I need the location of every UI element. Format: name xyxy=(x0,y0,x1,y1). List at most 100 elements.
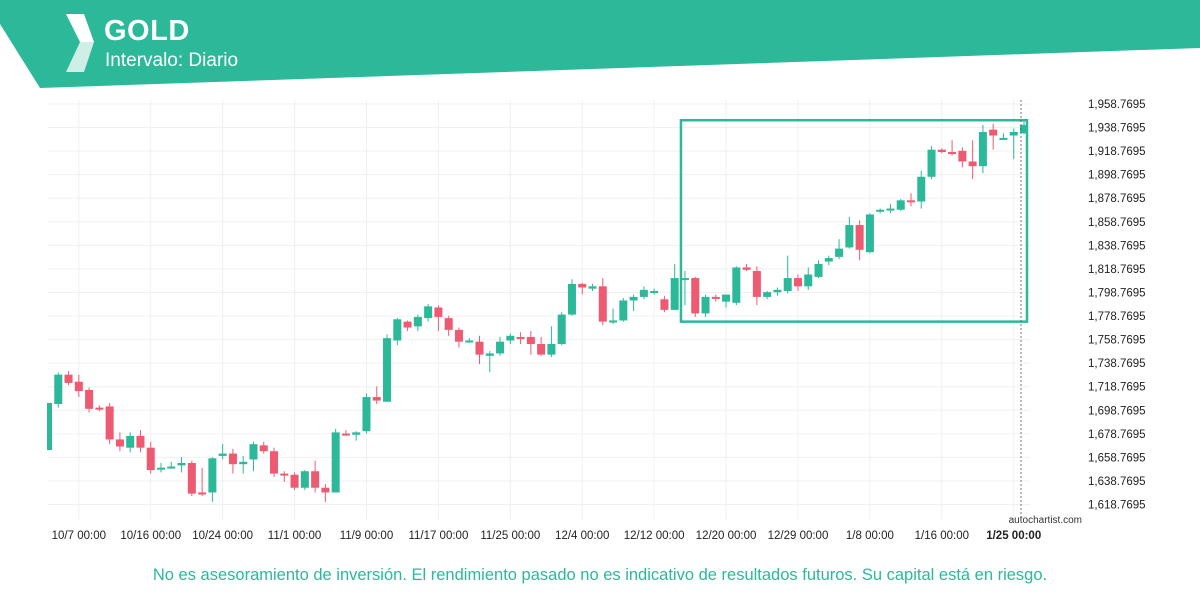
y-tick-label: 1,698.7695 xyxy=(1088,405,1146,417)
x-tick-label: 12/20 00:00 xyxy=(696,530,757,542)
candle-body xyxy=(54,374,63,405)
candle-body xyxy=(218,453,227,456)
pattern-box xyxy=(679,118,1029,323)
candle-body xyxy=(588,286,597,289)
candle-body xyxy=(74,381,83,392)
candle xyxy=(47,402,53,451)
candle xyxy=(701,294,710,317)
x-tick-label: 1/8 00:00 xyxy=(846,530,894,542)
candle xyxy=(136,430,145,453)
candle xyxy=(793,274,802,292)
y-tick-label: 1,898.7695 xyxy=(1088,170,1146,182)
candle xyxy=(588,283,597,292)
candle-body xyxy=(311,471,320,488)
candle-body xyxy=(496,341,505,354)
candle-body xyxy=(722,294,731,302)
y-tick-label: 1,618.7695 xyxy=(1088,500,1146,512)
candle xyxy=(639,286,648,300)
candle xyxy=(855,220,864,261)
candles-group xyxy=(47,120,1029,502)
candle-body xyxy=(835,248,844,257)
candle-body xyxy=(978,131,987,167)
candle xyxy=(413,314,422,332)
candle-body xyxy=(95,407,104,410)
candle-body xyxy=(691,278,700,314)
candle xyxy=(383,334,392,402)
candle xyxy=(485,351,494,373)
candle-body xyxy=(187,463,196,494)
candle-body xyxy=(814,263,823,277)
candle-body xyxy=(680,278,689,281)
candle xyxy=(331,428,340,493)
candle-body xyxy=(413,316,422,327)
candle-body xyxy=(999,137,1008,140)
candle-body xyxy=(958,150,967,162)
candle-body xyxy=(208,458,217,493)
candle-body xyxy=(865,214,874,253)
candle-body xyxy=(126,435,135,448)
candle-body xyxy=(321,487,330,493)
candle-body xyxy=(105,406,114,440)
x-tick-label: 11/25 00:00 xyxy=(480,530,540,542)
candle-body xyxy=(136,435,145,448)
interval-label: Intervalo: Diario xyxy=(105,50,239,71)
candle-body xyxy=(660,299,669,310)
candle xyxy=(311,460,320,493)
candle xyxy=(845,216,854,249)
candle xyxy=(64,371,73,386)
candle-body xyxy=(64,374,73,383)
candle-body xyxy=(331,432,340,493)
candle-body xyxy=(1009,131,1018,136)
candle-body xyxy=(485,353,494,356)
candle-body xyxy=(280,473,289,476)
candle xyxy=(783,255,792,294)
y-tick-label: 1,958.7695 xyxy=(1088,99,1146,111)
candle xyxy=(239,455,248,474)
candle-body xyxy=(927,149,936,177)
x-tick-label: 11/17 00:00 xyxy=(408,530,468,542)
candle xyxy=(968,140,977,180)
candle-body xyxy=(906,200,915,203)
candle xyxy=(650,288,659,295)
candle-body xyxy=(937,149,946,153)
candle xyxy=(722,294,731,308)
candle-body xyxy=(670,278,679,310)
y-axis: 1,618.7695 1,638.7695 1,658.7695 1,678.7695… xyxy=(1088,99,1146,512)
candle xyxy=(115,432,124,452)
candle xyxy=(146,441,155,474)
candle xyxy=(917,170,926,209)
candle xyxy=(927,146,936,180)
candle xyxy=(814,260,823,279)
candle xyxy=(937,148,946,154)
candle-body xyxy=(711,296,720,299)
candle xyxy=(547,326,556,357)
candle xyxy=(259,441,268,454)
candle xyxy=(167,461,176,469)
candle-body xyxy=(876,209,885,212)
candle xyxy=(804,267,813,290)
candle-body xyxy=(115,439,124,447)
candle-body xyxy=(341,433,350,436)
x-tick-label: 12/12 00:00 xyxy=(624,530,685,542)
candle xyxy=(1019,120,1029,135)
candle xyxy=(352,431,361,441)
candle xyxy=(105,402,114,445)
candle-body xyxy=(198,492,207,495)
x-tick-label: 1/25 00:00 xyxy=(986,530,1041,542)
chart-grid xyxy=(48,100,1030,520)
candle xyxy=(362,393,371,434)
candle xyxy=(475,335,484,365)
candle xyxy=(270,447,279,478)
candle xyxy=(372,386,381,405)
candle-body xyxy=(146,447,155,471)
candle xyxy=(609,308,618,325)
candle-body xyxy=(732,267,741,303)
candle xyxy=(424,303,433,322)
header-banner: GOLD Intervalo: Diario xyxy=(0,0,1200,90)
candle-body xyxy=(639,289,648,297)
candle xyxy=(619,298,628,322)
candle xyxy=(948,140,957,156)
y-tick-label: 1,758.7695 xyxy=(1088,335,1146,347)
candle-body xyxy=(177,463,186,466)
logo-icon xyxy=(66,14,94,72)
